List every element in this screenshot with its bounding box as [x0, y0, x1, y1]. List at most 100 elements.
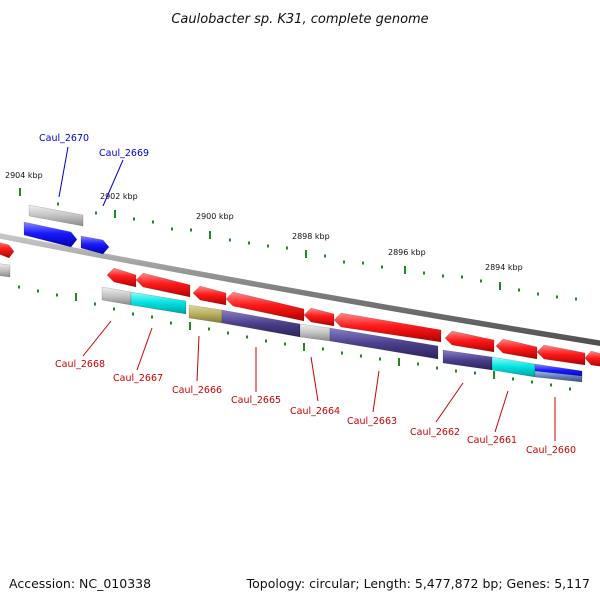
minor-tick-mark — [133, 217, 135, 221]
tick-labels: 2904 kbp 2902 kbp 2900 kbp 2898 kbp 2896 kbp… — [5, 171, 523, 272]
minor-tick-mark — [343, 260, 345, 264]
gene-arrow-partial-left — [0, 242, 15, 259]
minor-tick-mark — [208, 327, 210, 331]
minor-tick-mark — [132, 312, 134, 316]
leader-line-caul-2662 — [435, 382, 464, 423]
major-tick-mark — [209, 231, 211, 239]
minor-tick-mark — [362, 261, 364, 265]
minor-tick-mark — [455, 369, 457, 373]
minor-tick-mark — [190, 228, 192, 232]
leader-line-caul-2666 — [196, 335, 200, 382]
minor-tick-mark — [171, 227, 173, 231]
minor-tick-mark — [512, 377, 514, 381]
map-title: Caulobacter sp. K31, complete genome — [171, 12, 428, 27]
minor-tick-mark — [284, 342, 286, 346]
gene-arrow-partial-right — [584, 350, 600, 367]
gene-label-caul-2661[interactable]: Caul_2661 — [467, 435, 517, 446]
major-tick-mark — [75, 293, 77, 301]
minor-tick-mark — [151, 315, 153, 319]
gene-arrow-caul-2668 — [106, 267, 137, 288]
gene-arrow-caul-2662 — [444, 330, 495, 353]
gene-features — [0, 204, 600, 383]
accession-text: Accession: NC_010338 — [9, 576, 152, 591]
tick-label-2894-kbp: 2894 kbp — [485, 263, 523, 272]
minor-tick-mark — [436, 366, 438, 370]
gene-arrow-caul-2669 — [80, 235, 110, 255]
minor-tick-mark — [113, 307, 115, 311]
minor-tick-mark — [417, 362, 419, 366]
cds-bar-caul-2663 — [329, 327, 439, 360]
tick-label-2902-kbp: 2902 kbp — [100, 192, 138, 201]
tick-label-2900-kbp: 2900 kbp — [196, 212, 234, 221]
gene-label-caul-2669[interactable]: Caul_2669 — [99, 148, 149, 159]
minor-tick-mark — [480, 279, 482, 283]
minor-tick-mark — [170, 321, 172, 325]
gene-labels: Caul_2670 Caul_2669 Caul_2668 Caul_2667 Caul… — [39, 133, 576, 456]
gene-label-caul-2662[interactable]: Caul_2662 — [410, 427, 460, 438]
minor-tick-mark — [461, 275, 463, 279]
leader-line-caul-2668 — [82, 320, 112, 357]
minor-tick-mark — [575, 297, 577, 301]
minor-tick-mark — [531, 380, 533, 384]
minor-tick-mark — [423, 271, 425, 275]
major-tick-mark — [189, 322, 191, 330]
gene-label-caul-2665[interactable]: Caul_2665 — [231, 395, 281, 406]
major-tick-mark — [493, 371, 495, 379]
major-tick-mark — [303, 343, 305, 351]
cds-bar-caul-2668 — [101, 286, 132, 306]
minor-tick-mark — [442, 274, 444, 278]
minor-tick-mark — [227, 331, 229, 335]
cds-bar-partial-left — [0, 263, 11, 278]
minor-tick-mark — [322, 347, 324, 351]
minor-tick-mark — [246, 335, 248, 339]
gene-label-caul-2664[interactable]: Caul_2664 — [290, 406, 340, 417]
minor-tick-mark — [518, 288, 520, 292]
cds-bar-caul-2667 — [130, 291, 187, 315]
gene-arrow-caul-2660 — [536, 344, 586, 366]
leader-line-caul-2669 — [102, 159, 124, 207]
cds-bar-caul-2661 — [491, 356, 536, 378]
minor-tick-mark — [56, 293, 58, 297]
tick-label-2898-kbp: 2898 kbp — [292, 232, 330, 241]
minor-tick-mark — [324, 254, 326, 258]
leader-line-caul-2663 — [372, 370, 380, 413]
minor-tick-mark — [341, 351, 343, 355]
minor-tick-mark — [95, 211, 97, 215]
major-tick-mark — [114, 210, 116, 218]
minor-tick-mark — [37, 289, 39, 293]
minor-tick-mark — [229, 238, 231, 242]
minor-tick-mark — [556, 295, 558, 299]
gene-label-caul-2668[interactable]: Caul_2668 — [55, 359, 105, 370]
major-tick-mark — [305, 250, 307, 258]
leader-line-caul-2667 — [136, 327, 153, 371]
genome-backbone — [0, 233, 600, 346]
cds-bar-caul-2664 — [299, 323, 331, 342]
minor-tick-mark — [18, 285, 20, 289]
minor-tick-mark — [474, 371, 476, 375]
major-tick-mark — [398, 358, 400, 366]
minor-tick-mark — [360, 354, 362, 358]
leader-line-caul-2661 — [494, 390, 509, 433]
leader-line-caul-2670 — [58, 146, 69, 198]
gene-label-caul-2666[interactable]: Caul_2666 — [172, 385, 222, 396]
genome-summary: Topology: circular; Length: 5,477,872 bp… — [246, 576, 590, 591]
gene-arrow-caul-2670 — [23, 221, 78, 248]
cds-bar-caul-2660-bottom — [534, 370, 583, 383]
gene-label-caul-2660[interactable]: Caul_2660 — [526, 445, 576, 456]
minor-tick-mark — [550, 383, 552, 387]
cds-bar-caul-2670 — [28, 204, 84, 227]
gene-arrow-caul-2663 — [333, 312, 442, 343]
minor-tick-mark — [248, 241, 250, 245]
minor-tick-mark — [286, 246, 288, 250]
gene-label-caul-2670[interactable]: Caul_2670 — [39, 133, 89, 144]
minor-tick-mark — [94, 302, 96, 306]
cds-bar-caul-2666 — [188, 304, 223, 324]
major-tick-mark — [19, 188, 21, 196]
gene-arrow-caul-2664 — [303, 307, 335, 327]
minor-tick-mark — [57, 202, 59, 206]
minor-tick-mark — [265, 339, 267, 343]
gene-label-caul-2667[interactable]: Caul_2667 — [113, 373, 163, 384]
gene-arrow-caul-2661 — [495, 338, 538, 360]
gene-label-caul-2663[interactable]: Caul_2663 — [347, 416, 397, 427]
